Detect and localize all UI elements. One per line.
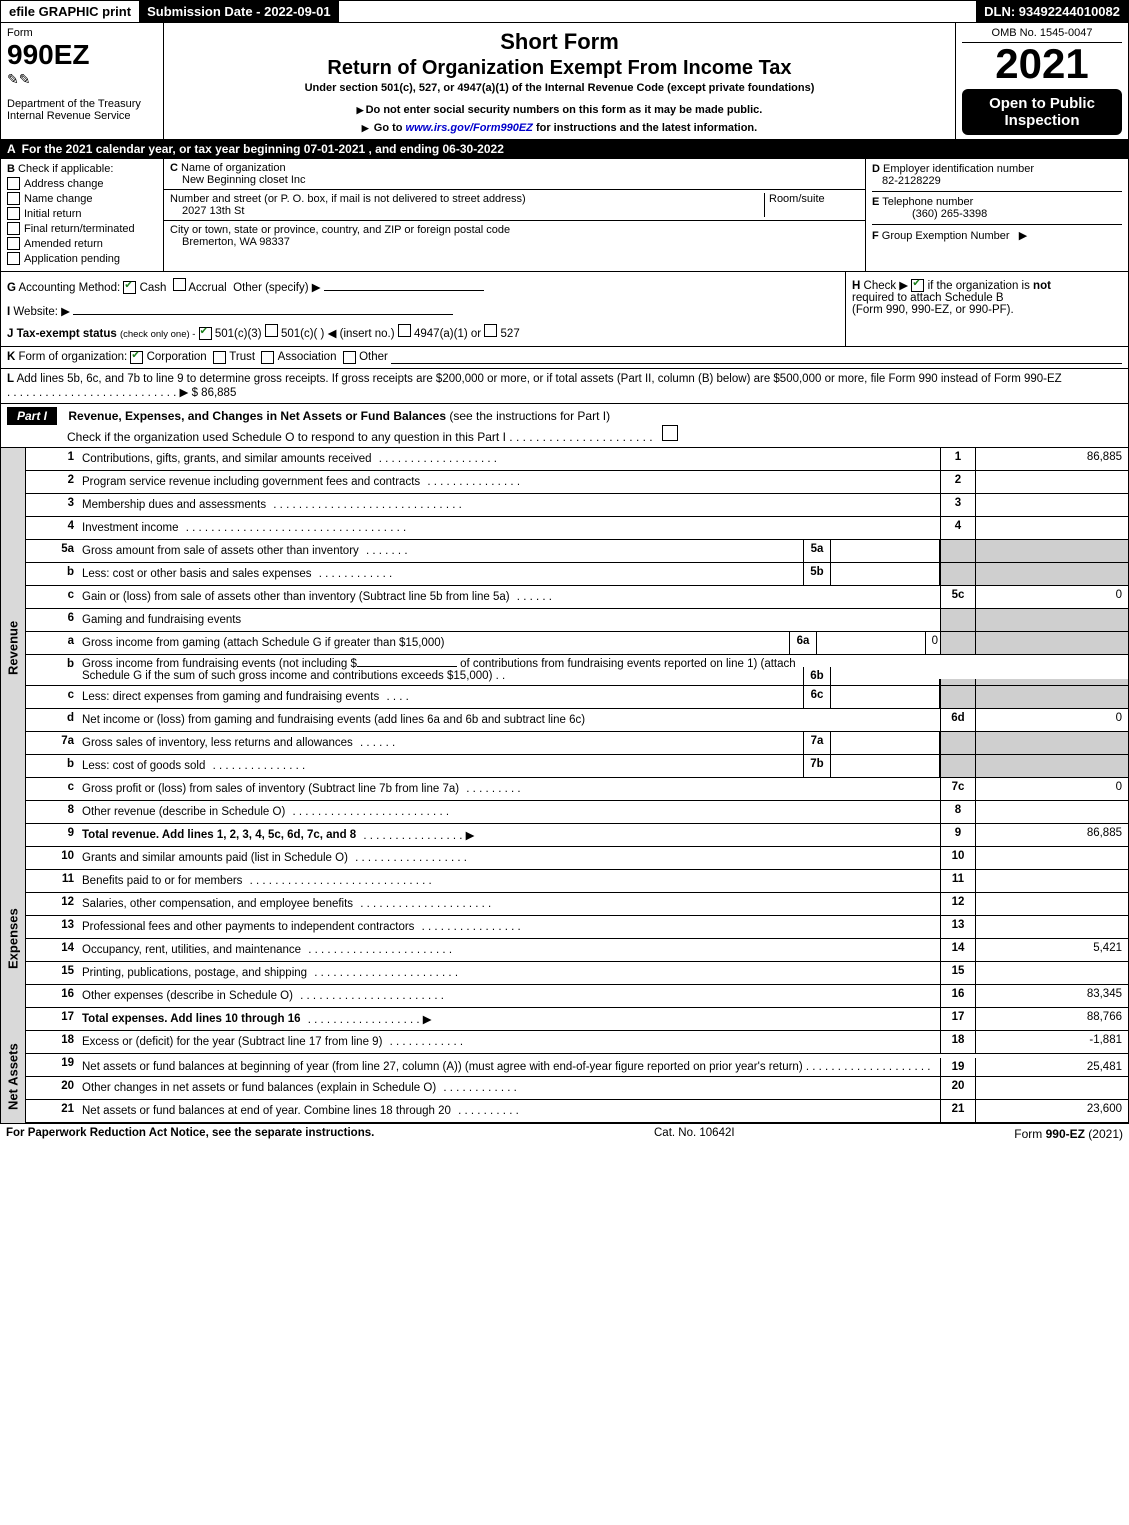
chk-4947[interactable]	[398, 324, 411, 337]
telephone: (360) 265-3398	[872, 208, 987, 220]
chk-assoc[interactable]	[261, 351, 274, 364]
dln-label: DLN: 93492244010082	[976, 1, 1128, 22]
chk-trust[interactable]	[213, 351, 226, 364]
line-6: 6Gaming and fundraising events	[25, 609, 1129, 632]
form-header: Form 990EZ ✎✎ Department of the Treasury…	[0, 23, 1129, 140]
col-c: C Name of organization New Beginning clo…	[164, 159, 866, 271]
org-street: 2027 13th St	[170, 205, 244, 217]
line-6d: dNet income or (loss) from gaming and fu…	[25, 709, 1129, 732]
line-7b: bLess: cost of goods sold . . . . . . . …	[25, 755, 1129, 778]
chk-name-change[interactable]	[7, 192, 20, 205]
line-3: 3Membership dues and assessments . . . .…	[25, 494, 1129, 517]
subtitle: Under section 501(c), 527, or 4947(a)(1)…	[172, 82, 947, 94]
line-5b: bLess: cost or other basis and sales exp…	[25, 563, 1129, 586]
title-return: Return of Organization Exempt From Incom…	[172, 57, 947, 80]
col-b: B Check if applicable: Address change Na…	[1, 159, 164, 271]
line-7a: 7aGross sales of inventory, less returns…	[25, 732, 1129, 755]
form-number: 990EZ	[7, 39, 157, 71]
line-20: 20Other changes in net assets or fund ba…	[25, 1077, 1129, 1100]
section-a: AFor the 2021 calendar year, or tax year…	[0, 140, 1129, 159]
vlabel-netassets: Net Assets	[0, 1031, 25, 1123]
bullet-ssn: Do not enter social security numbers on …	[172, 104, 947, 116]
chk-schedule-o[interactable]	[662, 425, 678, 441]
col-def: D Employer identification number 82-2128…	[866, 159, 1128, 271]
line-6b: b Gross income from fundraising events (…	[25, 655, 1129, 686]
top-bar: efile GRAPHIC print Submission Date - 20…	[0, 0, 1129, 23]
line-4: 4Investment income . . . . . . . . . . .…	[25, 517, 1129, 540]
line-17: 17Total expenses. Add lines 10 through 1…	[25, 1008, 1129, 1031]
line-5c: cGain or (loss) from sale of assets othe…	[25, 586, 1129, 609]
line-16: 16Other expenses (describe in Schedule O…	[25, 985, 1129, 1008]
room-suite-label: Room/suite	[764, 193, 859, 217]
bullet-goto: Go to www.irs.gov/Form990EZ for instruct…	[172, 122, 947, 134]
footer-mid: Cat. No. 10642I	[374, 1127, 1014, 1141]
ein: 82-2128229	[872, 175, 941, 187]
chk-accrual[interactable]	[173, 278, 186, 291]
line-19: 19Net assets or fund balances at beginni…	[25, 1054, 1129, 1077]
chk-527[interactable]	[484, 324, 497, 337]
line-1: 1Contributions, gifts, grants, and simil…	[25, 448, 1129, 471]
dept-treasury: Department of the Treasury	[7, 98, 157, 110]
line-14: 14Occupancy, rent, utilities, and mainte…	[25, 939, 1129, 962]
line-10: 10Grants and similar amounts paid (list …	[25, 847, 1129, 870]
section-k: K Form of organization: Corporation Trus…	[0, 347, 1129, 369]
chk-app-pending[interactable]	[7, 252, 20, 265]
footer-right: Form 990-EZ (2021)	[1014, 1127, 1123, 1141]
chk-501c3[interactable]	[199, 327, 212, 340]
chk-address-change[interactable]	[7, 177, 20, 190]
section-bcdef: B Check if applicable: Address change Na…	[0, 159, 1129, 272]
chk-corp[interactable]	[130, 351, 143, 364]
chk-cash[interactable]	[123, 281, 136, 294]
submission-date: Submission Date - 2022-09-01	[139, 1, 339, 22]
footer-left: For Paperwork Reduction Act Notice, see …	[6, 1127, 374, 1141]
efile-label[interactable]: efile GRAPHIC print	[1, 1, 139, 22]
line-18: 18Excess or (deficit) for the year (Subt…	[25, 1031, 1129, 1054]
form-word: Form	[7, 27, 157, 39]
chk-initial-return[interactable]	[7, 207, 20, 220]
org-city: Bremerton, WA 98337	[170, 236, 290, 248]
chk-501c[interactable]	[265, 324, 278, 337]
open-public-badge: Open to Public Inspection	[962, 89, 1122, 135]
line-2: 2Program service revenue including gover…	[25, 471, 1129, 494]
part1-header: Part I Revenue, Expenses, and Changes in…	[0, 404, 1129, 448]
line-13: 13Professional fees and other payments t…	[25, 916, 1129, 939]
line-5a: 5aGross amount from sale of assets other…	[25, 540, 1129, 563]
irs-link[interactable]: www.irs.gov/Form990EZ	[406, 122, 533, 134]
page-footer: For Paperwork Reduction Act Notice, see …	[0, 1123, 1129, 1144]
line-9: 9Total revenue. Add lines 1, 2, 3, 4, 5c…	[25, 824, 1129, 847]
dept-irs: Internal Revenue Service	[7, 110, 157, 122]
chk-other-org[interactable]	[343, 351, 356, 364]
line-15: 15Printing, publications, postage, and s…	[25, 962, 1129, 985]
section-gh: G Accounting Method: Cash Accrual Other …	[0, 272, 1129, 347]
line-12: 12Salaries, other compensation, and empl…	[25, 893, 1129, 916]
line-6a: aGross income from gaming (attach Schedu…	[25, 632, 1129, 655]
line-11: 11Benefits paid to or for members . . . …	[25, 870, 1129, 893]
chk-h[interactable]	[911, 279, 924, 292]
line-8: 8Other revenue (describe in Schedule O) …	[25, 801, 1129, 824]
vlabel-revenue: Revenue	[0, 448, 25, 847]
vlabel-expenses: Expenses	[0, 847, 25, 1031]
gross-receipts: $ 86,885	[192, 387, 237, 399]
chk-final-return[interactable]	[7, 222, 20, 235]
line-7c: cGross profit or (loss) from sales of in…	[25, 778, 1129, 801]
chk-amended[interactable]	[7, 237, 20, 250]
line-6c: cLess: direct expenses from gaming and f…	[25, 686, 1129, 709]
title-short-form: Short Form	[172, 29, 947, 55]
org-name: New Beginning closet Inc	[170, 174, 306, 186]
tax-year: 2021	[962, 43, 1122, 85]
line-21: 21Net assets or fund balances at end of …	[25, 1100, 1129, 1123]
section-l: L Add lines 5b, 6c, and 7b to line 9 to …	[0, 369, 1129, 404]
